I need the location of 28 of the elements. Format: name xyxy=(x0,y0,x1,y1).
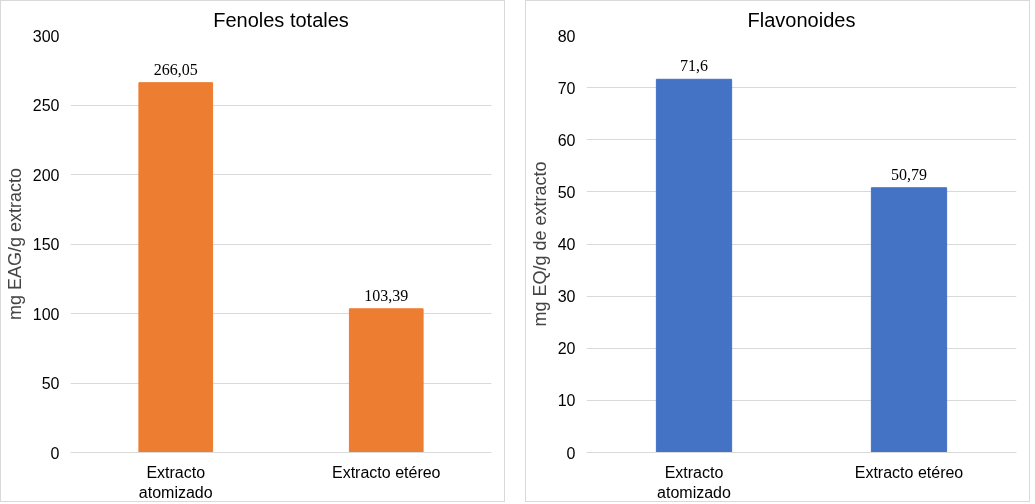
y-tick-label: 200 xyxy=(32,166,60,184)
y-tick-label: 150 xyxy=(32,236,60,253)
y-tick-label: 10 xyxy=(557,392,576,410)
data-label: 266,05 xyxy=(153,60,198,78)
y-tick-label: 80 xyxy=(557,27,576,45)
y-tick-label: 30 xyxy=(557,288,576,306)
y-tick-label: 100 xyxy=(32,305,60,323)
y-tick-label: 70 xyxy=(557,79,576,97)
chart-title: Fenoles totales xyxy=(213,8,349,31)
y-tick-label: 250 xyxy=(32,97,60,114)
y-axis-title: mg EAG/g extracto xyxy=(4,167,25,321)
x-tick-label: Extracto etéreo xyxy=(854,463,964,481)
chart-title: Flavonoides xyxy=(747,8,856,31)
y-tick-label: 0 xyxy=(566,444,576,462)
data-label: 103,39 xyxy=(364,286,409,304)
x-tick-label: Extracto atomizado xyxy=(657,463,732,501)
y-tick-label: 60 xyxy=(557,131,576,149)
data-label: 71,6 xyxy=(680,57,708,75)
y-tick-label: 20 xyxy=(557,340,576,358)
y-axis-title: mg EQ/g de extracto xyxy=(529,161,550,327)
y-tick-label: 50 xyxy=(557,183,576,201)
y-tick-label: 300 xyxy=(32,27,60,45)
x-tick-label: Extracto atomizado xyxy=(138,463,213,501)
data-label: 50,79 xyxy=(891,165,927,183)
y-tick-label: 0 xyxy=(50,444,60,462)
y-tick-label: 50 xyxy=(41,375,60,392)
x-tick-label: Extracto etéreo xyxy=(332,463,441,481)
y-tick-label: 40 xyxy=(557,236,576,253)
